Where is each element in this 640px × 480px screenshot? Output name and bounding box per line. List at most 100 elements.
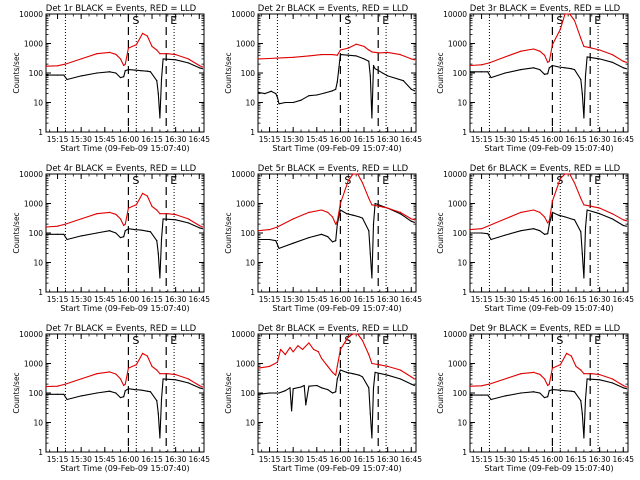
x-axis-label: Start Time (09-Feb-09 15:07:40)	[272, 464, 401, 473]
series-line-lld	[46, 192, 203, 228]
data-point-events	[480, 71, 483, 73]
data-point-events	[335, 240, 337, 242]
data-point-lld	[336, 54, 338, 56]
data-point-events	[80, 235, 82, 237]
data-point-lld	[135, 204, 137, 206]
data-point-lld	[257, 230, 260, 232]
data-point-lld	[352, 333, 354, 335]
data-point-events	[96, 392, 98, 394]
data-point-lld	[257, 367, 260, 369]
x-tick-label: 16:45	[188, 455, 210, 464]
data-point-events	[115, 72, 117, 74]
data-point-lld	[573, 182, 576, 184]
series-line-events	[46, 58, 203, 119]
data-point-lld	[488, 224, 491, 227]
y-axis-label: Counts/sec	[436, 372, 445, 413]
x-tick-label: 15:45	[94, 135, 116, 144]
x-tick-label: 15:45	[306, 135, 328, 144]
data-point-lld	[201, 66, 204, 68]
series-line-events	[46, 218, 203, 279]
data-point-events	[336, 81, 338, 83]
x-tick-label: 16:45	[400, 455, 422, 464]
data-point-lld	[480, 64, 483, 66]
y-tick-label: 10000	[231, 10, 255, 19]
data-point-lld	[371, 362, 373, 365]
x-tick-label: 15:45	[518, 295, 540, 304]
data-point-lld	[56, 225, 59, 227]
data-point-lld	[355, 43, 357, 45]
y-tick-label: 1	[250, 448, 255, 457]
data-point-events	[573, 391, 576, 393]
data-point-events	[257, 393, 260, 395]
series-line-lld	[258, 43, 415, 61]
data-point-events	[369, 75, 371, 77]
data-point-lld	[146, 35, 148, 37]
data-point-events	[358, 216, 360, 218]
data-point-lld	[410, 376, 412, 378]
data-point-lld	[327, 365, 329, 367]
y-tick-label: 10000	[443, 330, 467, 339]
data-point-events	[198, 67, 200, 69]
x-tick-label: 15:30	[494, 135, 516, 144]
panel-title: Det 7r BLACK = Events, RED = LLD	[46, 324, 197, 334]
data-point-events	[469, 71, 472, 73]
x-tick-label: 16:00	[330, 135, 352, 144]
data-point-lld	[292, 56, 294, 58]
data-point-lld	[583, 204, 585, 206]
data-point-events	[45, 393, 48, 395]
data-point-events	[399, 213, 401, 215]
y-tick-label: 10	[33, 259, 43, 268]
data-point-events	[355, 55, 357, 57]
series-line-lld	[470, 173, 627, 231]
panel-title: Det 6r BLACK = Events, RED = LLD	[470, 164, 621, 174]
data-point-events	[278, 247, 280, 250]
data-point-lld	[352, 173, 354, 175]
data-point-events	[175, 219, 177, 221]
data-point-events	[368, 60, 370, 62]
data-point-events	[346, 213, 348, 215]
x-tick-label: 16:15	[141, 295, 163, 304]
data-point-events	[374, 202, 376, 205]
data-point-lld	[135, 44, 137, 46]
data-point-lld	[371, 204, 373, 206]
data-point-events	[201, 388, 204, 390]
data-point-lld	[187, 378, 189, 380]
data-point-lld	[573, 19, 576, 22]
data-point-events	[547, 396, 549, 398]
data-point-events	[520, 392, 522, 394]
data-point-events	[368, 387, 370, 389]
panel-det-1: Det 1r BLACK = Events, RED = LLD 1 10 100 10…	[12, 4, 210, 153]
data-point-lld	[559, 28, 561, 31]
data-point-events	[66, 238, 68, 241]
data-point-lld	[146, 195, 148, 197]
data-point-events	[520, 230, 522, 232]
data-point-events	[45, 74, 48, 76]
x-tick-label: 15:30	[494, 455, 516, 464]
data-point-events	[157, 253, 159, 255]
y-tick-label: 10	[245, 419, 255, 428]
data-point-events	[149, 391, 152, 393]
data-point-lld	[547, 61, 549, 63]
data-point-lld	[361, 182, 364, 184]
data-point-events	[551, 64, 554, 67]
data-point-lld	[320, 54, 323, 56]
data-point-lld	[361, 339, 364, 342]
data-point-events	[532, 228, 535, 230]
marker-label-e: E	[170, 174, 177, 187]
data-point-events	[580, 400, 582, 402]
x-tick-label: 16:15	[353, 455, 375, 464]
x-tick-label: 15:45	[94, 455, 116, 464]
data-point-events	[289, 387, 291, 389]
data-point-lld	[276, 361, 279, 363]
data-point-events	[108, 390, 111, 392]
data-point-events	[140, 229, 142, 231]
data-point-lld	[268, 365, 271, 367]
data-point-lld	[297, 345, 299, 347]
data-point-events	[160, 238, 163, 241]
data-point-events	[581, 413, 583, 415]
data-point-lld	[379, 205, 381, 207]
x-tick-label: 15:30	[282, 135, 304, 144]
x-tick-label: 16:00	[542, 455, 564, 464]
data-point-lld	[56, 65, 59, 67]
data-point-lld	[339, 348, 342, 351]
